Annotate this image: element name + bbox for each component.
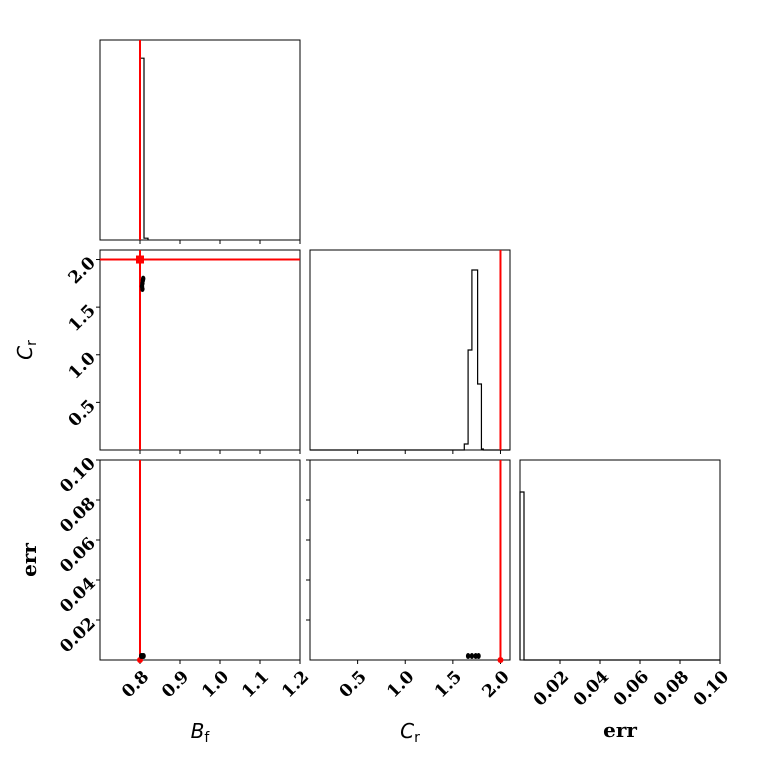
panel-frame-err-Bf xyxy=(99,459,301,661)
xlabel-Cr: Cr xyxy=(400,719,420,746)
xtick-label-Bf-3: 1.1 xyxy=(238,667,273,702)
xtick-label-Cr-1: 1.0 xyxy=(383,667,418,702)
xtick-label-Cr-2: 1.5 xyxy=(431,667,466,702)
xtick-label-Bf-2: 1.0 xyxy=(198,667,233,702)
sample-Bf-err-2 xyxy=(141,653,146,659)
truth-marker-Cr-err xyxy=(497,657,504,663)
sample-Bf-Cr-3 xyxy=(141,275,146,282)
ytick-label-Cr-1: 1.0 xyxy=(65,348,100,383)
ytick-label-Cr-0: 0.5 xyxy=(65,396,100,431)
xtick-label-err-3: 0.08 xyxy=(650,667,693,710)
panel-frame-Cr-Bf xyxy=(99,249,301,451)
ytick-label-err-2: 0.06 xyxy=(56,534,99,577)
ytick-label-err-1: 0.04 xyxy=(56,573,100,617)
histogram-Bf xyxy=(139,57,149,240)
ylabel-err: err xyxy=(17,543,41,577)
ytick-label-err-3: 0.08 xyxy=(56,494,99,537)
sample-Cr-err-3 xyxy=(476,653,481,659)
xlabel-err: err xyxy=(603,718,637,742)
ytick-label-err-4: 0.10 xyxy=(56,453,100,497)
xtick-label-err-0: 0.02 xyxy=(530,667,573,710)
xtick-label-err-1: 0.04 xyxy=(570,667,614,711)
sample-Bf-Cr-4 xyxy=(140,286,145,293)
ytick-label-Cr-3: 2.0 xyxy=(65,253,100,288)
histogram-err xyxy=(519,491,720,661)
truth-marker-Bf-Cr xyxy=(136,255,144,264)
panel-frame-Cr-Cr xyxy=(309,249,511,451)
ytick-label-err-0: 0.02 xyxy=(56,614,99,657)
xtick-label-err-2: 0.06 xyxy=(610,667,653,710)
xtick-label-Bf-1: 0.9 xyxy=(158,667,193,702)
histogram-Cr xyxy=(310,269,510,451)
panel-frame-err-err xyxy=(519,459,721,661)
xtick-label-Bf-0: 0.8 xyxy=(118,667,153,702)
sample-Cr-err-0 xyxy=(465,653,471,659)
xtick-label-Cr-3: 2.0 xyxy=(479,667,514,702)
ylabel-Cr: Cr xyxy=(13,340,40,360)
panel-frame-err-Cr xyxy=(309,459,511,661)
xlabel-Bf: Bf xyxy=(191,719,211,746)
sample-Cr-err-1 xyxy=(469,653,475,659)
panel-frame-Bf-Bf xyxy=(99,39,301,241)
xtick-label-Bf-4: 1.2 xyxy=(278,667,313,702)
xtick-label-err-4: 0.10 xyxy=(690,667,734,711)
xtick-label-Cr-0: 0.5 xyxy=(336,667,371,702)
ytick-label-Cr-2: 1.5 xyxy=(65,301,100,336)
